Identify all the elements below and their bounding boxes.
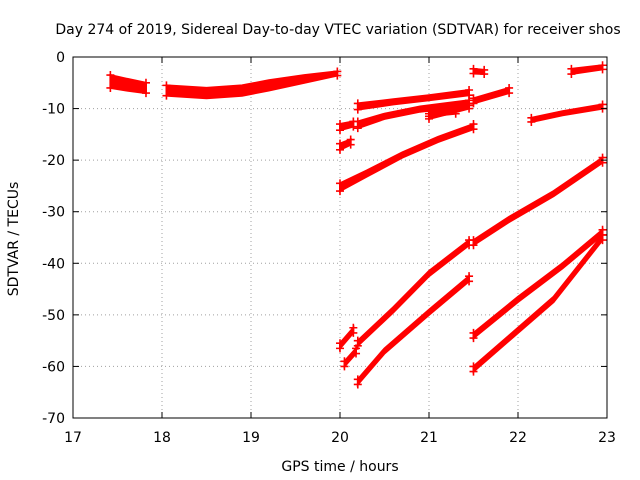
series-arc19 xyxy=(469,225,607,343)
x-tick-label: 17 xyxy=(64,430,82,446)
data-point xyxy=(141,89,150,98)
series-band xyxy=(472,232,604,374)
series-band xyxy=(165,70,339,100)
series-arc10 xyxy=(469,83,514,108)
data-point xyxy=(353,124,362,133)
x-tick-label: 22 xyxy=(509,430,527,446)
series-arc12 xyxy=(527,100,607,126)
data-point xyxy=(353,380,362,389)
series-arc1 xyxy=(106,71,150,98)
series-band xyxy=(343,345,357,370)
series-arc13 xyxy=(336,120,478,196)
y-tick-label: -10 xyxy=(42,102,65,118)
data-point xyxy=(106,71,115,80)
data-point xyxy=(333,71,342,80)
data-point xyxy=(106,83,115,92)
series-arc8 xyxy=(425,99,474,123)
series-arc17 xyxy=(353,236,474,350)
data-point xyxy=(353,105,362,114)
chart-title: Day 274 of 2019, Sidereal Day-to-day VTE… xyxy=(55,22,620,38)
data-point xyxy=(469,334,478,343)
y-tick-label: 0 xyxy=(56,50,65,66)
data-point xyxy=(469,367,478,376)
grid xyxy=(73,57,607,418)
x-tick-label: 23 xyxy=(598,430,616,446)
y-tick-label: -30 xyxy=(42,205,65,221)
series-band xyxy=(339,325,355,352)
data-point xyxy=(480,70,489,79)
y-tick-label: -40 xyxy=(42,256,65,272)
plot-frame xyxy=(72,56,608,419)
series-band xyxy=(472,86,511,105)
data-point xyxy=(425,114,433,123)
series-band xyxy=(109,73,147,95)
series-arc11 xyxy=(567,61,607,79)
data-point xyxy=(162,81,171,90)
data-point xyxy=(598,236,607,245)
series-arc3 xyxy=(336,117,358,135)
series-band xyxy=(472,227,604,341)
y-tick-label: -60 xyxy=(42,359,65,375)
data-point xyxy=(336,126,344,135)
data-point xyxy=(353,341,362,350)
axis-ticks: 17 18 19 20 21 22 23 0 -10 -20 -30 -40 -50 -60 -70 xyxy=(42,50,616,446)
data-point xyxy=(336,187,344,196)
series-arc14 xyxy=(469,153,607,250)
data-point xyxy=(465,277,474,286)
data-point xyxy=(465,104,474,113)
data-point xyxy=(465,241,474,250)
x-axis-label: GPS time / hours xyxy=(281,459,398,475)
series-arc16 xyxy=(340,344,361,371)
data-point xyxy=(349,328,358,337)
data-point xyxy=(336,179,344,188)
data-point xyxy=(336,344,344,353)
data-point xyxy=(349,122,358,131)
x-tick-label: 18 xyxy=(153,430,171,446)
x-tick-label: 21 xyxy=(420,430,438,446)
x-tick-label: 20 xyxy=(331,430,349,446)
y-tick-label: -50 xyxy=(42,308,65,324)
data-point xyxy=(469,69,478,78)
y-tick-label: -20 xyxy=(42,153,65,169)
series-band xyxy=(530,103,604,124)
data-point xyxy=(141,78,150,87)
series-arc9 xyxy=(469,64,489,79)
data-point xyxy=(336,145,344,154)
data-point xyxy=(352,349,361,358)
y-axis-label: SDTVAR / TECUs xyxy=(6,182,22,297)
data-point xyxy=(353,117,362,126)
series-band xyxy=(339,122,475,193)
series-arc15 xyxy=(336,323,358,353)
data-markers xyxy=(106,61,607,389)
x-tick-label: 19 xyxy=(242,430,260,446)
data-point xyxy=(527,117,536,126)
series-band xyxy=(570,64,604,76)
data-point xyxy=(598,65,607,74)
series-band xyxy=(472,155,604,248)
data-point xyxy=(346,140,355,149)
series-arc2 xyxy=(162,67,342,100)
data-point xyxy=(340,362,349,371)
data-point xyxy=(162,91,171,100)
data-point xyxy=(505,89,514,98)
data-point xyxy=(469,125,478,134)
series-arc18 xyxy=(353,272,474,389)
data-point xyxy=(567,70,576,79)
y-tick-label: -70 xyxy=(42,411,65,427)
series-arc4 xyxy=(336,135,355,154)
data-point xyxy=(469,99,478,108)
series-arc5 xyxy=(353,86,474,114)
series-arc20 xyxy=(469,230,607,376)
